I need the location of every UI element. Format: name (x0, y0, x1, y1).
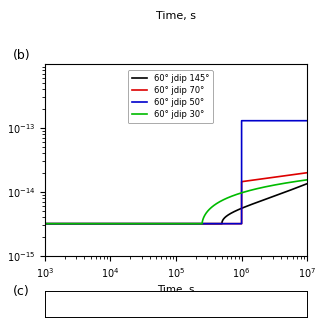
60° jdip 30° (305, 178, 309, 182)
60° jdip 145° (305, 182, 309, 186)
60° jdip 50° (305, 119, 309, 123)
60° jdip 30° (252, 188, 256, 191)
Text: (b): (b) (13, 49, 31, 62)
Line: 60° jdip 145°: 60° jdip 145° (45, 184, 307, 224)
Line: 60° jdip 50°: 60° jdip 50° (45, 121, 307, 224)
60° jdip 70° (305, 171, 309, 175)
60° jdip 145° (303, 182, 307, 186)
Text: Time, s: Time, s (156, 11, 196, 21)
Line: 60° jdip 30°: 60° jdip 30° (45, 180, 307, 224)
60° jdip 145° (300, 184, 304, 188)
Line: 60° jdip 70°: 60° jdip 70° (45, 173, 307, 224)
60° jdip 30° (43, 222, 47, 226)
60° jdip 50° (43, 222, 47, 226)
60° jdip 70° (221, 222, 225, 226)
60° jdip 50° (268, 119, 272, 123)
60° jdip 70° (268, 176, 272, 180)
Text: (c): (c) (13, 284, 29, 298)
60° jdip 30° (245, 189, 249, 193)
60° jdip 50° (240, 119, 244, 123)
Legend: 60° jdip 145°, 60° jdip 70°, 60° jdip 50°, 60° jdip 30°: 60° jdip 145°, 60° jdip 70°, 60° jdip 50… (128, 70, 213, 123)
60° jdip 50° (221, 222, 225, 226)
60° jdip 70° (225, 222, 229, 226)
60° jdip 50° (228, 222, 232, 226)
60° jdip 145° (43, 222, 47, 226)
60° jdip 30° (282, 181, 285, 185)
60° jdip 70° (282, 174, 286, 178)
X-axis label: Time, s: Time, s (157, 285, 195, 295)
60° jdip 70° (228, 222, 232, 226)
60° jdip 50° (225, 222, 229, 226)
60° jdip 145° (270, 195, 274, 199)
Y-axis label: Permeability, m²: Permeability, m² (0, 117, 1, 203)
60° jdip 70° (270, 176, 274, 180)
60° jdip 145° (132, 222, 136, 226)
60° jdip 30° (302, 178, 306, 182)
60° jdip 70° (43, 222, 47, 226)
60° jdip 50° (283, 119, 286, 123)
60° jdip 145° (102, 222, 106, 226)
60° jdip 30° (236, 192, 240, 196)
60° jdip 50° (270, 119, 274, 123)
60° jdip 30° (237, 192, 241, 196)
60° jdip 145° (249, 203, 253, 206)
